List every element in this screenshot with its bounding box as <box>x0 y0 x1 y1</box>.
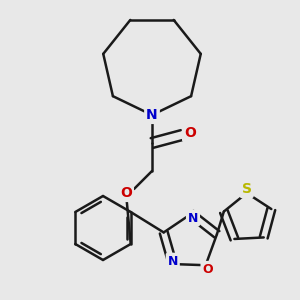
Text: O: O <box>202 263 213 276</box>
Text: S: S <box>242 182 252 196</box>
Text: N: N <box>146 108 158 122</box>
Text: N: N <box>168 255 178 268</box>
Text: N: N <box>188 212 198 224</box>
Text: O: O <box>120 186 132 200</box>
Text: O: O <box>184 126 196 140</box>
